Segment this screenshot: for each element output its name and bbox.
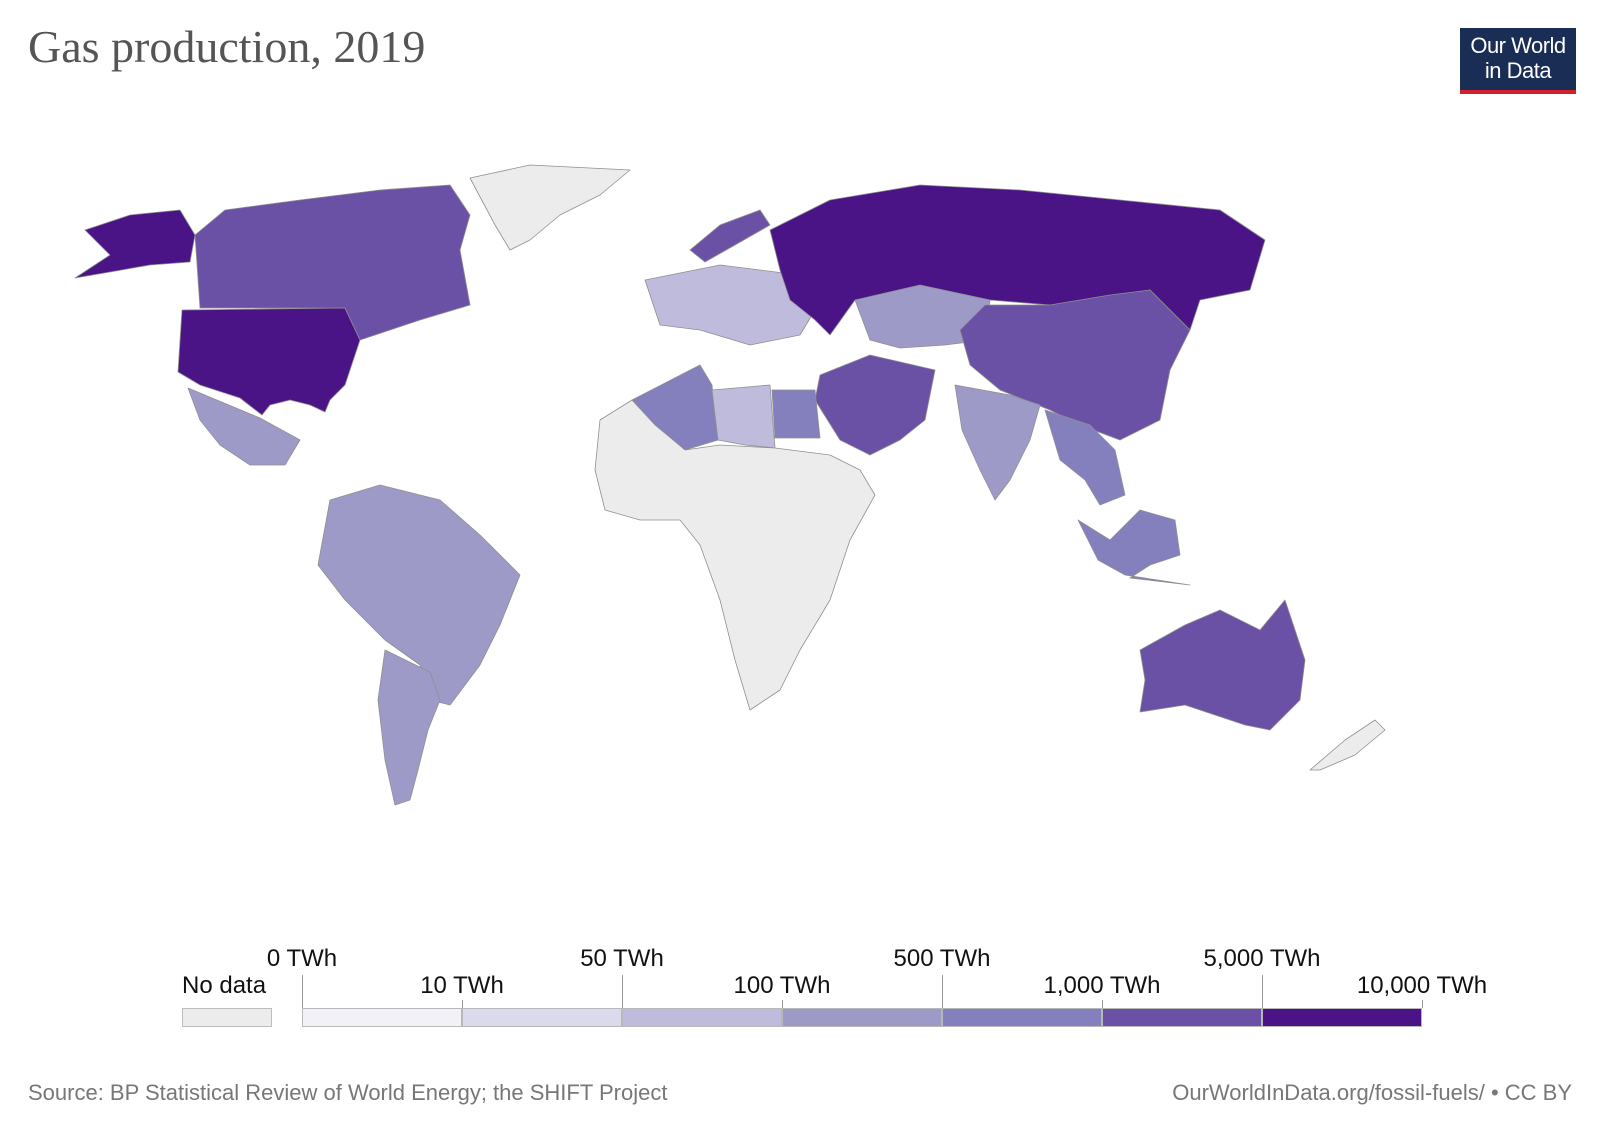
legend-bin-6 xyxy=(1262,1008,1422,1027)
region-norway[interactable] xyxy=(689,209,771,263)
legend-stop-label: 5,000 TWh xyxy=(1203,945,1321,972)
source-note: Source: BP Statistical Review of World E… xyxy=(28,1080,668,1105)
no-data-swatch xyxy=(182,1008,272,1027)
legend-tick xyxy=(1262,975,1263,1008)
license-link[interactable]: OurWorldInData.org/fossil-fuels/ • CC BY xyxy=(1172,1080,1572,1105)
legend-tick xyxy=(622,975,623,1008)
region-mexico[interactable] xyxy=(187,387,301,466)
legend-tick xyxy=(1102,1000,1103,1008)
region-libya[interactable] xyxy=(711,384,776,449)
region-argentina[interactable] xyxy=(377,649,441,806)
region-europe[interactable] xyxy=(644,264,819,346)
region-australia[interactable] xyxy=(1139,599,1306,731)
legend-stop-label: 1,000 TWh xyxy=(1043,972,1161,999)
no-data-label: No data xyxy=(182,972,267,999)
legend-tick xyxy=(942,975,943,1008)
legend-stop-label: 10,000 TWh xyxy=(1356,972,1488,999)
legend-bin-4 xyxy=(942,1008,1102,1027)
region-canada[interactable] xyxy=(194,184,471,341)
region-indonesia[interactable] xyxy=(1077,509,1191,586)
legend-bin-2 xyxy=(622,1008,782,1027)
region-united-states[interactable] xyxy=(177,307,361,416)
region-africa-other[interactable] xyxy=(594,399,876,711)
owid-logo[interactable]: Our World in Data xyxy=(1460,28,1576,94)
logo-line-2: in Data xyxy=(1484,58,1552,83)
legend-tick xyxy=(1422,1000,1423,1008)
legend-stop-label: 50 TWh xyxy=(580,945,664,972)
legend-stop-label: 10 TWh xyxy=(420,972,504,999)
legend-bin-0 xyxy=(302,1008,462,1027)
legend-bin-3 xyxy=(782,1008,942,1027)
legend-tick xyxy=(302,975,303,1008)
chart-title: Gas production, 2019 xyxy=(28,21,426,72)
region-south-america-north[interactable] xyxy=(317,484,521,706)
region-middle-east[interactable] xyxy=(814,354,936,456)
legend-stop-label: 500 TWh xyxy=(893,945,991,972)
region-new-zealand[interactable] xyxy=(1309,719,1386,771)
legend-bin-1 xyxy=(462,1008,622,1027)
region-india[interactable] xyxy=(954,384,1041,501)
region-alaska[interactable] xyxy=(74,209,196,279)
legend-bin-5 xyxy=(1102,1008,1262,1027)
legend-stop-label: 0 TWh xyxy=(266,945,338,972)
legend-tick xyxy=(462,1000,463,1008)
legend-tick xyxy=(782,1000,783,1008)
region-egypt[interactable] xyxy=(771,389,821,439)
legend-stop-label: 100 TWh xyxy=(733,972,831,999)
region-china[interactable] xyxy=(959,289,1191,441)
region-greenland[interactable] xyxy=(469,164,631,251)
logo-line-1: Our World xyxy=(1470,33,1566,58)
region-southeast-asia[interactable] xyxy=(1044,409,1126,506)
